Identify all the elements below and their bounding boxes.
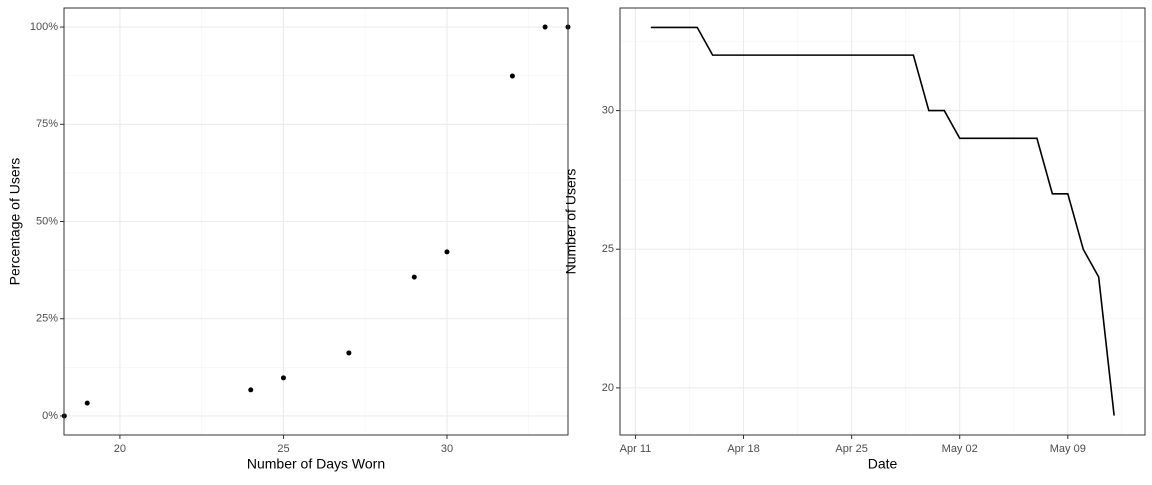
y-tick-label: 75% <box>36 118 58 130</box>
point <box>542 24 548 30</box>
x-tick-label: 25 <box>277 443 289 455</box>
x-tick-label: 30 <box>441 443 453 455</box>
x-tick-label: Apr 11 <box>620 443 652 455</box>
point <box>444 249 450 255</box>
x-tick-label: 20 <box>114 443 126 455</box>
point <box>280 375 286 381</box>
x-axis-title: Date <box>868 456 898 472</box>
point <box>411 274 417 280</box>
y-axis-title: Percentage of Users <box>7 158 23 286</box>
line <box>650 26 1115 416</box>
point <box>84 400 90 406</box>
y-tick-label: 25% <box>36 313 58 325</box>
y-tick-label: 20 <box>602 382 614 394</box>
x-axis-title: Number of Days Worn <box>247 456 385 472</box>
point <box>509 73 515 79</box>
point <box>346 350 352 356</box>
y-tick-label: 30 <box>602 104 614 116</box>
y-tick-label: 100% <box>30 21 58 33</box>
point <box>248 387 254 393</box>
x-tick-label: May 02 <box>942 443 978 455</box>
y-tick-label: 0% <box>42 410 58 422</box>
y-tick-label: 50% <box>36 215 58 227</box>
y-tick-label: 25 <box>602 243 614 255</box>
x-tick-label: May 09 <box>1050 443 1086 455</box>
panel-border <box>63 7 569 436</box>
x-tick-label: Apr 18 <box>727 443 759 455</box>
y-axis-title: Number of Users <box>563 169 579 275</box>
x-tick-label: Apr 25 <box>835 443 867 455</box>
panel-border <box>619 7 1146 436</box>
